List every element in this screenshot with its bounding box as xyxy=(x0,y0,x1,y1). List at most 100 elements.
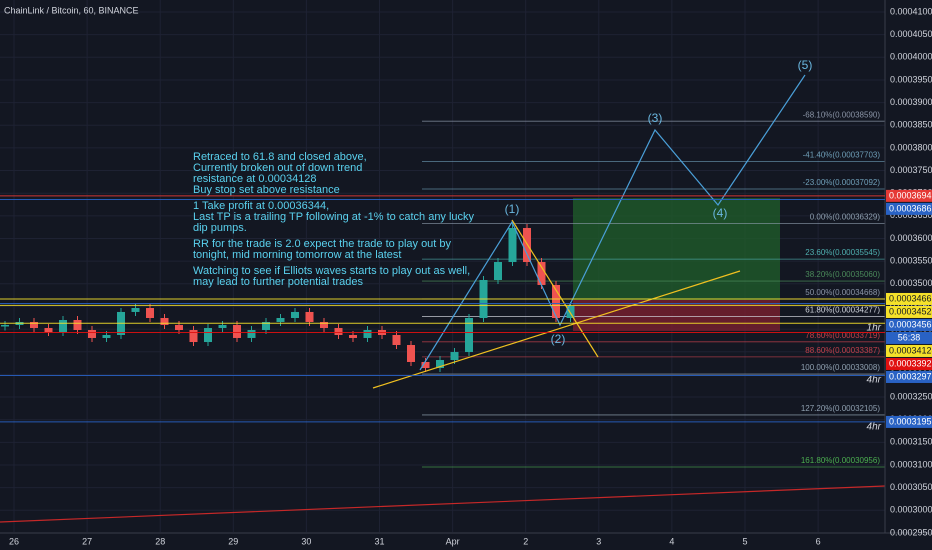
price-tag xyxy=(886,344,932,357)
note-line: Retraced to 61.8 and closed above, xyxy=(193,151,367,163)
candle xyxy=(508,227,517,263)
fib-label: 88.60%(0.00033387) xyxy=(805,346,880,355)
x-tick-label: 5 xyxy=(742,536,747,546)
candle xyxy=(494,262,502,280)
note-line: tonight, mid morning tomorrow at the lat… xyxy=(193,249,401,261)
elliott-wave xyxy=(419,74,806,371)
note-line: 1 Take profit at 0.00036344, xyxy=(193,200,329,212)
candle xyxy=(450,352,459,360)
wave-label: (3) xyxy=(648,111,663,125)
candle xyxy=(407,345,415,362)
price-axis xyxy=(885,0,932,550)
wave-label: (4) xyxy=(713,206,728,220)
x-tick-label: 30 xyxy=(301,536,311,546)
note-line: RR for the trade is 2.0 expect the trade… xyxy=(193,238,452,250)
candle xyxy=(537,262,546,285)
price-tag xyxy=(886,292,932,305)
header: ChainLink / Bitcoin, 60, BINANCE xyxy=(4,5,139,15)
wave-label: (1) xyxy=(505,202,520,216)
fib-label: -41.40%(0.00037703) xyxy=(803,150,881,159)
candle xyxy=(305,311,314,322)
fib-label: 50.00%(0.00034668) xyxy=(805,288,880,297)
price-tag xyxy=(886,305,932,318)
note-line: Last TP is a trailing TP following at -1… xyxy=(193,211,475,223)
fib-label: 78.60%(0.00033719) xyxy=(805,331,880,340)
price-tag-label: 0.00036862 xyxy=(889,203,932,213)
candle xyxy=(276,318,285,322)
candle xyxy=(392,334,401,346)
candle xyxy=(160,318,169,325)
candle xyxy=(30,321,38,329)
price-tag xyxy=(886,370,932,383)
candle xyxy=(1,324,9,327)
long-trendline xyxy=(0,485,886,523)
candle xyxy=(465,318,473,353)
price-tag xyxy=(886,189,932,202)
down-trendline xyxy=(511,219,599,358)
candle xyxy=(247,330,256,338)
note-line: may lead to further potential trades xyxy=(193,276,363,288)
fib-label: 161.80%(0.00030956) xyxy=(801,456,881,465)
timeframe-label: 4hr xyxy=(867,375,882,386)
note-line: Currently broken out of down trend xyxy=(193,162,362,174)
price-tag-label: 0.00034665 xyxy=(889,293,932,303)
candle xyxy=(88,330,96,338)
price-tag xyxy=(886,202,932,215)
candle xyxy=(131,307,140,312)
candle xyxy=(421,361,430,369)
candle xyxy=(175,324,183,331)
support-trendline xyxy=(372,270,741,389)
candle xyxy=(291,311,299,319)
x-tick-label: 26 xyxy=(9,536,19,546)
fib-label: -68.10%(0.00038590) xyxy=(803,110,881,119)
candle xyxy=(262,321,270,331)
candle xyxy=(566,305,575,319)
candle xyxy=(59,319,67,333)
price-tag-label: 0.00034523 xyxy=(889,306,932,316)
candle xyxy=(102,334,111,338)
countdown-tag xyxy=(886,331,932,344)
loss-zone xyxy=(573,300,780,331)
candle xyxy=(233,324,241,338)
candle xyxy=(320,321,328,329)
x-tick-label: 2 xyxy=(523,536,528,546)
note-line: Watching to see if Elliots waves starts … xyxy=(193,265,470,277)
fib-label: 127.20%(0.00032105) xyxy=(801,404,881,413)
candle xyxy=(189,330,198,343)
wave-label: (5) xyxy=(798,58,813,72)
candle xyxy=(436,359,444,369)
candle xyxy=(334,328,343,335)
price-tag-label: 0.00032975 xyxy=(889,371,932,381)
price-tag-label: 0.00034565 xyxy=(889,319,932,329)
timeframe-label: 1hr xyxy=(867,323,882,334)
timeframe-label: 4hr xyxy=(867,422,882,433)
price-tag-label: 0.00033925 xyxy=(889,358,932,368)
price-tag-label: 0.00034128 xyxy=(889,345,932,355)
x-tick-label: 29 xyxy=(228,536,238,546)
fib-label: 0.00%(0.00036329) xyxy=(810,213,881,222)
x-tick-label: 27 xyxy=(82,536,92,546)
x-tick-label: 3 xyxy=(596,536,601,546)
x-tick-label: 4 xyxy=(669,536,674,546)
candle xyxy=(218,324,227,329)
candle xyxy=(146,307,154,319)
x-tick-label: Apr xyxy=(446,536,460,546)
